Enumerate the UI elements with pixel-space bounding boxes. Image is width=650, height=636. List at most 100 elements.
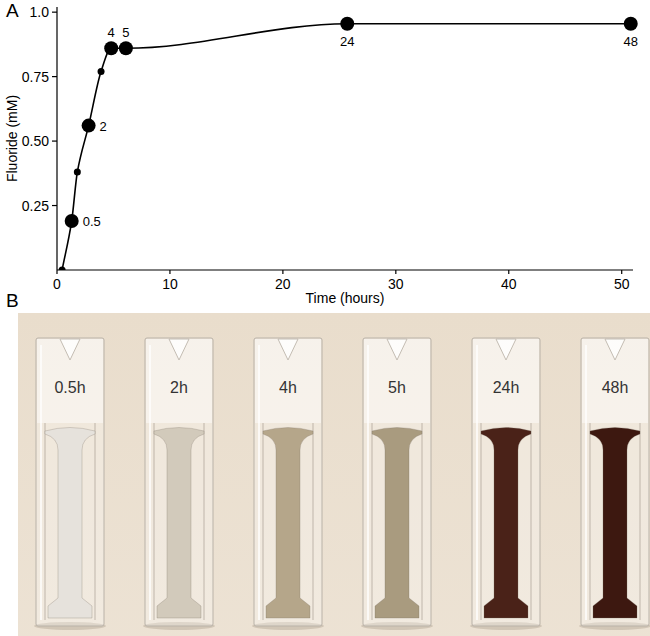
cuvette-edge (372, 423, 373, 620)
cuvette-edge (481, 423, 482, 620)
cuvette-notch (387, 339, 407, 360)
page: {"chart_data": {"type": "line", "panel_l… (0, 0, 650, 636)
cuvette-liquid (481, 428, 531, 619)
x-tick (56, 270, 57, 274)
cuvette-liquid (263, 428, 313, 619)
cuvette-highlight (476, 345, 478, 620)
y-axis-label: Fluoride (mM) (4, 95, 20, 182)
x-tick (621, 270, 622, 274)
x-tick-label: 0 (53, 276, 61, 292)
cuvette-edge (263, 423, 264, 620)
cuvette-label: 4h (279, 379, 297, 396)
cuvette-top (255, 339, 321, 423)
cuvette: 4h (252, 338, 324, 630)
point-label: 4 (108, 25, 115, 40)
x-tick-label: 10 (162, 276, 178, 292)
cuvette-edge (45, 423, 46, 620)
cuvette-label: 2h (170, 379, 188, 396)
cuvette-liquid (590, 428, 640, 619)
cuvette-notch (496, 339, 516, 360)
cuvette-label: 48h (602, 379, 629, 396)
cuvette-highlight (40, 345, 42, 620)
y-tick (52, 12, 57, 13)
point-label: 24 (340, 34, 354, 49)
cuvette-top (37, 339, 103, 423)
cuvette-body (581, 338, 649, 626)
data-point (104, 41, 118, 55)
y-tick (52, 76, 57, 77)
cuvette-notch (169, 339, 189, 360)
cuvette-edge (154, 423, 155, 620)
y-axis (56, 7, 57, 270)
y-tick-label: 0.75 (22, 69, 49, 85)
y-tick-label: 0.25 (22, 198, 49, 214)
point-label: 2 (100, 119, 107, 134)
data-line (62, 24, 631, 270)
cuvette-top (473, 339, 539, 423)
photo-background (18, 313, 650, 636)
cuvette-label: 0.5h (54, 379, 85, 396)
data-point (98, 68, 105, 75)
point-label: 48 (624, 34, 638, 49)
panel-label: B (6, 290, 19, 311)
cuvette-body (145, 338, 213, 626)
cuvette: 5h (361, 338, 433, 630)
cuvette-highlight (149, 345, 151, 620)
cuvette-body (254, 338, 322, 626)
cuvette-body (472, 338, 540, 626)
data-point (82, 119, 96, 133)
x-axis-label: Time (hours) (306, 290, 385, 306)
cuvette-edge (531, 423, 532, 620)
cuvette: 48h (579, 338, 650, 630)
x-tick-label: 30 (388, 276, 404, 292)
cuvette-top (364, 339, 430, 423)
cuvette-top (582, 339, 648, 423)
data-point (624, 17, 638, 31)
x-tick-label: 50 (614, 276, 630, 292)
cuvette-edge (640, 423, 641, 620)
x-tick (508, 270, 509, 274)
x-tick-label: 20 (275, 276, 291, 292)
y-tick (52, 140, 57, 141)
plot-data (59, 17, 638, 270)
cuvette-edge (313, 423, 314, 620)
panel-b: B 0.5h 2h 4h 5h 24h 48h (6, 290, 650, 636)
panel-label: A (6, 0, 19, 21)
y-tick-label: 1.0 (30, 4, 50, 20)
cuvette-edge (204, 423, 205, 620)
cuvette: 2h (143, 338, 215, 630)
cuvette-notch (605, 339, 625, 360)
photo-base (18, 313, 650, 636)
cuvette-notch (278, 339, 298, 360)
x-tick (282, 270, 283, 274)
data-point (119, 41, 133, 55)
cuvette-label: 5h (388, 379, 406, 396)
cuvette-top (146, 339, 212, 423)
data-point (65, 214, 79, 228)
cuvette-notch (60, 339, 80, 360)
cuvette-label: 24h (493, 379, 520, 396)
point-label: 0.5 (83, 214, 101, 229)
cuvette-edge (590, 423, 591, 620)
cuvette-edge (95, 423, 96, 620)
cuvette-liquid (45, 428, 95, 619)
y-tick-label: 0.50 (22, 133, 49, 149)
figure: A 0.25 0.50 0.75 1.0 0 10 20 30 40 50 Time (hours) F… (0, 0, 650, 636)
x-axis (57, 269, 633, 270)
cuvette-body (363, 338, 431, 626)
cuvette-edge (422, 423, 423, 620)
panel-a: A 0.25 0.50 0.75 1.0 0 10 20 30 40 50 Time (hours) F… (4, 0, 638, 306)
point-label: 5 (122, 25, 129, 40)
data-point (59, 267, 66, 271)
x-tick (169, 270, 170, 274)
data-point (74, 169, 81, 176)
x-tick-label: 40 (501, 276, 517, 292)
cuvette-highlight (258, 345, 260, 620)
cuvette: 0.5h (34, 338, 106, 630)
cuvette-body (36, 338, 104, 626)
cuvette-highlight (585, 345, 587, 620)
y-tick (52, 205, 57, 206)
cuvette-highlight (367, 345, 369, 620)
x-tick (395, 270, 396, 274)
cuvette: 24h (470, 338, 542, 630)
